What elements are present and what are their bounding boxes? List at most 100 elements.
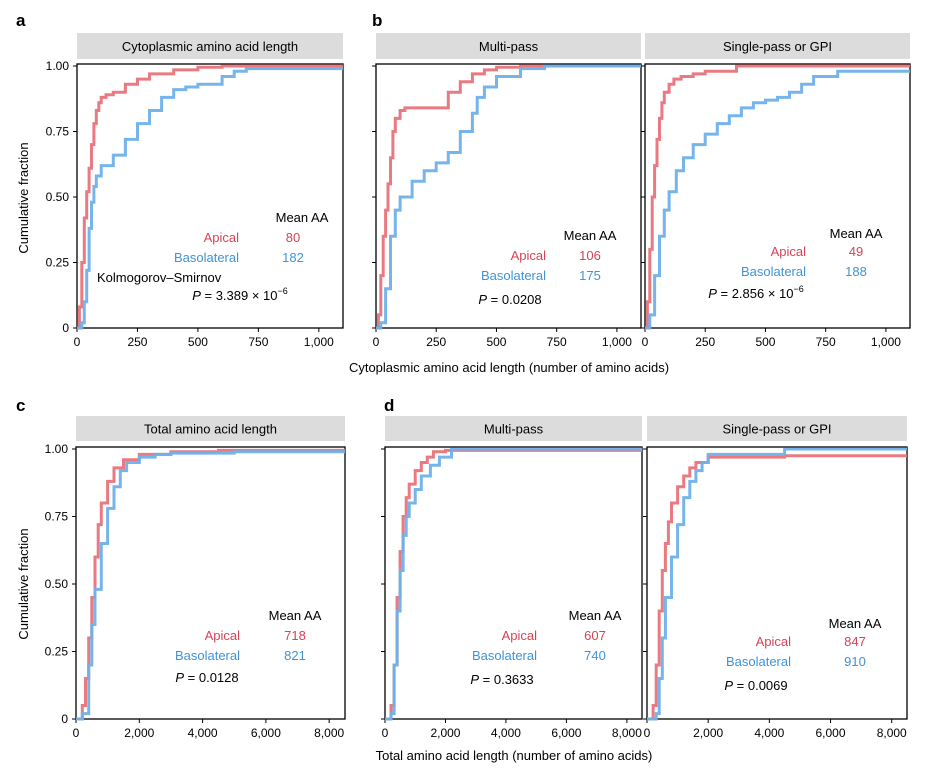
ks-test-label: Kolmogorov–Smirnov	[97, 270, 222, 285]
chart-panel-5: Single-pass or GPI 0 2,000 4,000 6,000 8,000 M…	[643, 416, 908, 740]
panel-letter-a: a	[16, 11, 26, 30]
p-number: = 2.856 × 10	[717, 286, 794, 301]
panel-header	[76, 416, 345, 441]
x-tick-label: 2,000	[430, 726, 460, 740]
p-number: = 0.0208	[487, 292, 542, 307]
legend-basolateral-mean: 182	[282, 250, 304, 265]
x-axis-label-bottom: Total amino acid length (number of amino…	[376, 748, 653, 763]
chart-panel-4: Multi-pass 0 2,000 4,000 6,000 8,000 Mean AA Ap…	[381, 416, 643, 740]
panel-header	[77, 33, 343, 59]
legend-apical-mean: 80	[286, 230, 300, 245]
legend-apical-mean: 607	[584, 628, 606, 643]
p-number: = 0.0069	[733, 678, 788, 693]
x-tick-label: 500	[755, 335, 775, 349]
panel-title: Total amino acid length	[144, 422, 277, 437]
y-axis-label-bottom: Cumulative fraction	[16, 528, 31, 639]
y-tick-label: 0.75	[46, 125, 70, 139]
chart-panel-3: Total amino acid length 0 2,000 4,000 6,000 8…	[45, 416, 346, 740]
p-symbol: P	[192, 288, 201, 303]
x-tick-label: 6,000	[551, 726, 581, 740]
p-value: P = 0.0128	[175, 670, 238, 685]
legend-basolateral-label: Basolateral	[481, 268, 546, 283]
p-value: P = 0.0208	[478, 292, 541, 307]
series-line-basolateral	[647, 447, 907, 721]
p-symbol: P	[478, 292, 487, 307]
x-tick-label: 0	[74, 335, 81, 349]
y-tick-label: 0.25	[45, 645, 69, 659]
x-tick-label: 6,000	[251, 726, 281, 740]
plot-frame	[646, 446, 908, 720]
legend-basolateral-mean: 740	[584, 648, 606, 663]
legend-apical-mean: 847	[844, 634, 866, 649]
y-axis-label-top: Cumulative fraction	[16, 142, 31, 253]
panel-header	[645, 33, 910, 59]
x-tick-label: 2,000	[124, 726, 154, 740]
x-tick-label: 8,000	[877, 726, 907, 740]
panel-header	[385, 416, 642, 441]
p-exponent: −6	[278, 286, 288, 296]
x-tick-label: 500	[188, 335, 208, 349]
legend-title: Mean AA	[564, 228, 617, 243]
series-line-basolateral	[77, 67, 343, 330]
series-line-apical	[77, 64, 343, 330]
legend-basolateral-label: Basolateral	[175, 648, 240, 663]
series-line-basolateral	[385, 447, 642, 721]
x-tick-label: 8,000	[612, 726, 642, 740]
p-number: = 3.389 × 10	[201, 288, 278, 303]
series-line-apical	[376, 64, 641, 330]
series-line-basolateral	[76, 450, 345, 721]
panel-letter-b: b	[372, 11, 382, 30]
y-tick-label: 0.75	[45, 510, 69, 524]
y-tick-label: 0	[62, 321, 69, 335]
x-tick-label: 750	[248, 335, 268, 349]
plot-frame	[644, 63, 911, 329]
legend-apical-label: Apical	[205, 628, 241, 643]
legend-basolateral-label: Basolateral	[174, 250, 239, 265]
series-line-basolateral	[376, 64, 641, 330]
legend-basolateral-mean: 175	[579, 268, 601, 283]
y-tick-label: 0.25	[46, 256, 70, 270]
x-tick-label: 750	[547, 335, 567, 349]
chart-panel-0: Cytoplasmic amino acid length 0 250 500 750 1…	[46, 33, 344, 349]
p-number: = 0.3633	[479, 672, 534, 687]
legend-title: Mean AA	[569, 608, 622, 623]
legend-apical-label: Apical	[502, 628, 538, 643]
p-exponent: −6	[794, 284, 804, 294]
plot-frame	[76, 63, 344, 329]
p-value: P = 2.856 × 10−6	[708, 284, 804, 301]
legend-title: Mean AA	[830, 226, 883, 241]
plot-frame	[75, 446, 346, 720]
plot-frame	[375, 63, 642, 329]
y-tick-label: 0.50	[46, 190, 70, 204]
panel-letter-d: d	[384, 396, 394, 415]
p-value: P = 0.3633	[470, 672, 533, 687]
legend-basolateral-label: Basolateral	[741, 264, 806, 279]
series-line-apical	[645, 64, 910, 330]
p-symbol: P	[175, 670, 184, 685]
x-tick-label: 0	[642, 335, 649, 349]
x-axis-label-top: Cytoplasmic amino acid length (number of…	[349, 360, 669, 375]
x-tick-label: 2,000	[693, 726, 723, 740]
x-tick-label: 750	[816, 335, 836, 349]
panel-title: Single-pass or GPI	[723, 39, 832, 54]
legend-basolateral-label: Basolateral	[472, 648, 537, 663]
x-tick-label: 6,000	[816, 726, 846, 740]
p-symbol: P	[470, 672, 479, 687]
x-tick-label: 4,000	[188, 726, 218, 740]
p-value: P = 0.0069	[724, 678, 787, 693]
x-tick-label: 1,000	[602, 335, 632, 349]
p-symbol: P	[708, 286, 717, 301]
y-tick-label: 0.50	[45, 577, 69, 591]
legend-basolateral-label: Basolateral	[726, 654, 791, 669]
x-tick-label: 250	[426, 335, 446, 349]
x-tick-label: 0	[382, 726, 389, 740]
legend-apical-label: Apical	[511, 248, 547, 263]
legend-apical-label: Apical	[771, 244, 807, 259]
panel-header	[647, 416, 907, 441]
x-tick-label: 1,000	[304, 335, 334, 349]
x-tick-label: 0	[373, 335, 380, 349]
legend-apical-label: Apical	[756, 634, 792, 649]
x-tick-label: 4,000	[754, 726, 784, 740]
legend-basolateral-mean: 910	[844, 654, 866, 669]
